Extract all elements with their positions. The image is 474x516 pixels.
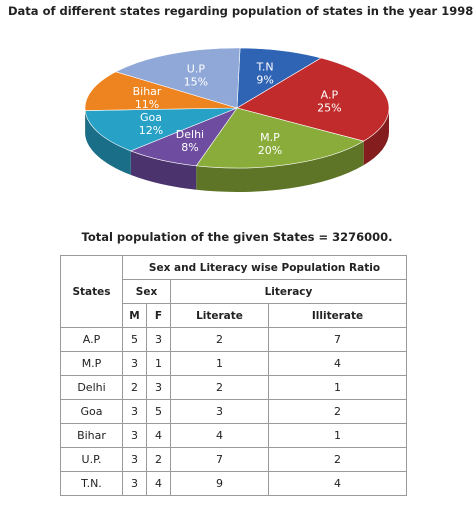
table-header-row-1: States Sex and Literacy wise Population … [60,255,407,328]
table-row: U.P. 3 2 7 2 [60,447,407,472]
slice-label: U.P [187,63,206,76]
f-header: F [146,303,171,328]
slice-percent-label: 8% [181,141,198,154]
state-cell: M.P [60,351,123,376]
state-cell: Delhi [60,375,123,400]
chart-title: Data of different states regarding popul… [8,4,474,18]
m-header: M [122,303,147,328]
f-cell: 1 [146,351,171,376]
total-population-text: Total population of the given States = 3… [81,230,393,244]
pie-side-ap [363,108,389,166]
pie-slice-goa [84,107,238,152]
slice-percent-label: 20% [258,144,282,157]
state-cell: U.P. [60,447,123,472]
illiterate-cell: 1 [268,423,407,448]
table-header-row-2: Sex Literacy [61,279,407,304]
illiterate-cell: 2 [268,447,407,472]
m-cell: 3 [122,351,147,376]
literate-cell: 3 [170,399,269,424]
illiterate-cell: 2 [268,399,407,424]
slice-label: Bihar [133,85,162,98]
literacy-header: Literacy [170,279,407,304]
slice-label: Goa [140,111,162,124]
table-row: Goa 3 5 3 2 [60,399,407,424]
illiterate-cell: 4 [268,471,407,496]
table-row: Bihar 3 4 4 1 [60,423,407,448]
table-row: T.N. 3 4 9 4 [60,471,407,496]
table-row: Delhi 2 3 2 1 [60,375,407,400]
state-cell: A.P [60,327,123,352]
illiterate-cell: 4 [268,351,407,376]
literate-cell: 7 [170,447,269,472]
m-cell: 5 [122,327,147,352]
slice-percent-label: 15% [184,76,208,89]
state-cell: Bihar [60,423,123,448]
population-ratio-table: States Sex and Literacy wise Population … [60,255,407,496]
f-cell: 2 [146,447,171,472]
m-cell: 3 [122,447,147,472]
literate-cell: 2 [170,375,269,400]
m-cell: 2 [122,375,147,400]
slice-percent-label: 9% [256,73,273,86]
literate-header: Literate [170,303,269,328]
f-cell: 3 [146,375,171,400]
m-cell: 3 [122,399,147,424]
slice-label: Delhi [176,128,204,141]
sex-header: Sex [122,279,171,304]
illiterate-cell: 1 [268,375,407,400]
pie-side-goa [85,110,131,175]
pie-slice-tn [236,47,322,109]
group-header: Sex and Literacy wise Population Ratio [122,255,407,280]
f-cell: 4 [146,471,171,496]
f-cell: 5 [146,399,171,424]
pie-slice-bihar [84,71,238,111]
slice-label: A.P [321,89,339,102]
slice-percent-label: 25% [317,102,341,115]
table-header-row-3: M F Literate Illiterate [61,303,407,328]
pie-slice-mp [195,107,365,169]
f-cell: 3 [146,327,171,352]
slice-percent-label: 11% [135,98,159,111]
state-cell: T.N. [60,471,123,496]
slice-label: T.N [256,60,274,73]
pie-slice-up [115,47,241,109]
f-cell: 4 [146,423,171,448]
literate-cell: 9 [170,471,269,496]
slice-percent-label: 12% [139,124,163,137]
pie-side-mp [196,141,364,192]
table-row: M.P 3 1 1 4 [60,351,407,376]
illiterate-header: Illiterate [268,303,407,328]
state-cell: Goa [60,399,123,424]
slice-label: M.P [260,131,280,144]
pie-side-delhi [130,150,197,190]
table-row: A.P 5 3 2 7 [60,327,407,352]
illiterate-cell: 7 [268,327,407,352]
states-header: States [60,255,123,328]
literate-cell: 1 [170,351,269,376]
literate-cell: 4 [170,423,269,448]
m-cell: 3 [122,423,147,448]
pie-slice-ap [236,57,390,142]
literate-cell: 2 [170,327,269,352]
m-cell: 3 [122,471,147,496]
